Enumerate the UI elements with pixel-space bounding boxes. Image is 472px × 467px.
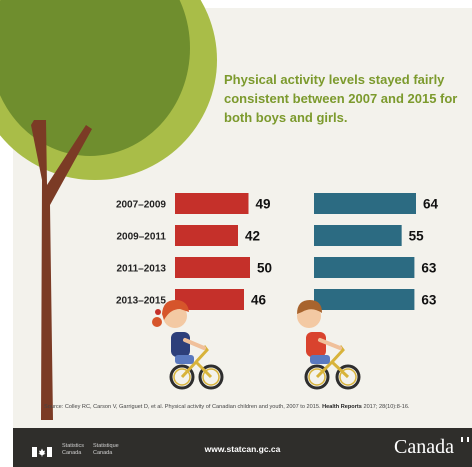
girls-value-label: 42 — [245, 229, 260, 244]
website-link[interactable]: www.statcan.gc.ca — [204, 444, 281, 454]
canada-flag-icon — [32, 447, 52, 457]
category-label: 2013–2015 — [116, 296, 166, 307]
girls-bar — [175, 257, 250, 278]
category-label: 2007–2009 — [116, 200, 166, 211]
source-journal: Health Reports — [322, 404, 362, 410]
top-margin — [0, 0, 472, 8]
boys-bar — [314, 225, 402, 246]
source-citation: Source: Colley RC, Carson V, Garriguet D… — [44, 404, 464, 410]
boys-value-label: 63 — [421, 261, 437, 276]
tree-canopy-front — [0, 0, 190, 156]
canada-wordmark: Canada — [394, 436, 454, 458]
statistics-canada-label: Statistics Canada — [62, 443, 85, 456]
girls-bar — [175, 289, 244, 310]
headline: Physical activity levels stayed fairly c… — [224, 72, 458, 125]
tree-illustration — [0, 0, 217, 420]
girls-value-label: 50 — [257, 261, 272, 276]
boys-value-label: 64 — [423, 197, 439, 212]
boys-bar — [314, 193, 416, 214]
boys-value-label: 63 — [421, 293, 437, 308]
tree-trunk — [31, 120, 92, 420]
girl-on-bicycle-illustration — [152, 299, 224, 390]
boys-bar — [314, 289, 415, 310]
boy-on-bicycle-illustration — [297, 300, 361, 390]
wordmark-flag-icon — [461, 437, 469, 442]
statistique-canada-label: Statistique Canada — [93, 443, 119, 456]
girls-bar — [175, 225, 238, 246]
source-text: Source: Colley RC, Carson V, Garriguet D… — [44, 404, 321, 410]
footer-bar: Statistics Canada Statistique Canada www… — [13, 428, 472, 467]
source-issue: 2017; 28(10):8-16. — [363, 404, 410, 410]
girls-value-label: 46 — [251, 293, 267, 308]
girls-value-label: 49 — [256, 197, 271, 212]
category-label: 2011–2013 — [116, 264, 166, 275]
boys-bar — [314, 257, 415, 278]
girls-bar — [175, 193, 249, 214]
category-label: 2009–2011 — [116, 232, 166, 243]
boys-value-label: 55 — [409, 229, 425, 244]
